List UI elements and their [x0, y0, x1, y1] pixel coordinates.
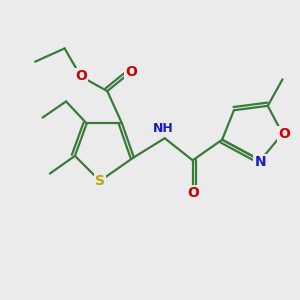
Text: O: O	[187, 186, 199, 200]
Text: S: S	[95, 174, 105, 188]
Text: O: O	[278, 127, 290, 141]
Text: O: O	[125, 65, 137, 79]
Text: N: N	[255, 155, 266, 169]
Text: NH: NH	[153, 122, 174, 135]
Text: O: O	[75, 69, 87, 83]
